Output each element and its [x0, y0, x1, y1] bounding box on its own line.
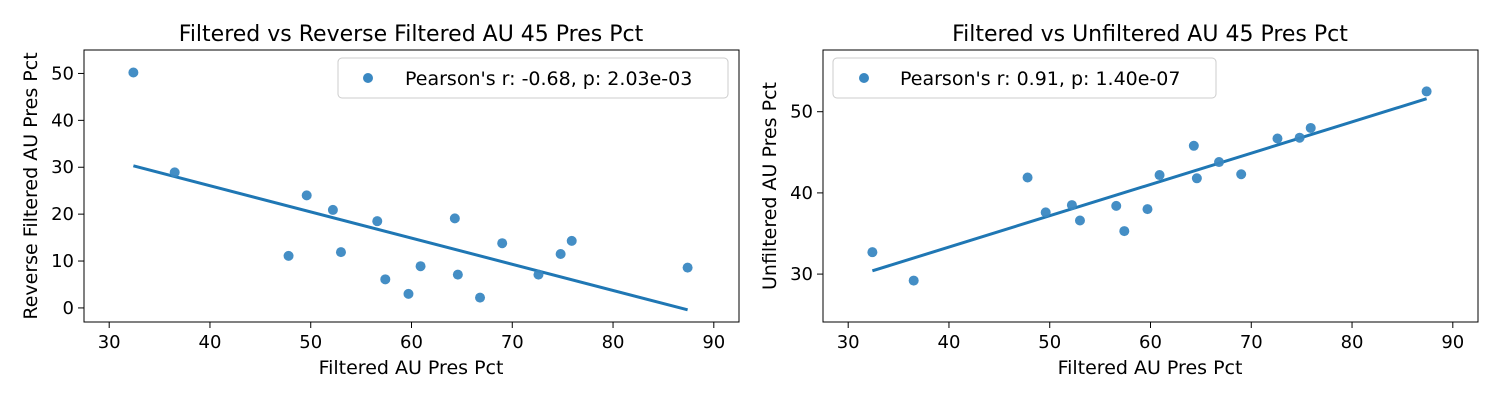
data-point: [327, 204, 338, 215]
data-point: [1214, 157, 1225, 168]
data-point: [1040, 207, 1051, 218]
x-axis-ticks: 30 40 50 60 70 80 90: [837, 322, 1464, 353]
data-point: [1191, 173, 1202, 184]
x-tick-label: 40: [199, 332, 222, 353]
legend: Pearson's r: -0.68, p: 2.03e-03: [337, 57, 729, 99]
data-point: [1074, 215, 1085, 226]
data-point: [1305, 122, 1316, 133]
legend-marker-icon: [859, 73, 869, 83]
data-point: [415, 261, 426, 272]
x-tick-label: 30: [837, 332, 860, 353]
data-point: [1272, 133, 1283, 144]
data-point: [682, 262, 693, 273]
data-point: [1119, 226, 1130, 237]
legend-label: Pearson's r: -0.68, p: 2.03e-03: [405, 68, 692, 90]
data-point: [1142, 204, 1153, 215]
legend-label: Pearson's r: 0.91, p: 1.40e-07: [900, 68, 1180, 90]
x-axis-label: Filtered AU Pres Pct: [1058, 357, 1243, 379]
data-point: [380, 274, 391, 285]
data-point: [169, 167, 180, 178]
y-tick-label: 50: [51, 63, 74, 84]
legend-box: [337, 57, 729, 99]
y-axis-ticks: 30 40 50: [790, 102, 823, 285]
x-tick-label: 90: [702, 332, 725, 353]
data-point: [128, 67, 139, 78]
y-tick-label: 50: [790, 102, 813, 123]
x-tick-label: 70: [501, 332, 524, 353]
data-point: [452, 269, 463, 280]
regression-line: [871, 97, 1428, 273]
regression-line: [132, 164, 688, 312]
x-axis-label: Filtered AU Pres Pct: [319, 357, 504, 379]
scatter-plot-unfiltered: Filtered vs Unfiltered AU 45 Pres Pct Fi…: [759, 22, 1479, 379]
y-tick-label: 40: [51, 110, 74, 131]
data-point: [1066, 200, 1077, 211]
x-axis-ticks: 30 40 50 60 70 80 90: [98, 322, 725, 353]
data-point: [1111, 200, 1122, 211]
chart-title: Filtered vs Unfiltered AU 45 Pres Pct: [952, 22, 1348, 47]
legend-marker-icon: [363, 73, 373, 83]
data-points: [128, 67, 693, 303]
x-tick-label: 40: [938, 332, 961, 353]
data-point: [1236, 169, 1247, 180]
y-tick-label: 30: [790, 264, 813, 285]
x-tick-label: 80: [602, 332, 625, 353]
regression-lines: [871, 97, 1428, 273]
data-point: [1294, 132, 1305, 143]
x-tick-label: 70: [1240, 332, 1263, 353]
x-tick-label: 80: [1341, 332, 1364, 353]
data-point: [533, 269, 544, 280]
data-point: [475, 292, 486, 303]
data-point: [283, 250, 294, 261]
x-tick-label: 30: [98, 332, 121, 353]
plot-frame: [83, 49, 740, 323]
regression-lines: [132, 164, 688, 312]
scatter-plot-reverse-filtered: Filtered vs Reverse Filtered AU 45 Pres …: [20, 22, 740, 379]
data-point: [1188, 140, 1199, 151]
y-tick-label: 0: [63, 298, 74, 319]
x-tick-label: 50: [299, 332, 322, 353]
chart-title: Filtered vs Reverse Filtered AU 45 Pres …: [179, 22, 644, 47]
data-point: [867, 247, 878, 258]
data-point: [555, 249, 566, 259]
y-axis-ticks: 0 10 20 30 40 50: [51, 63, 84, 319]
data-point: [1022, 172, 1033, 183]
data-point: [449, 213, 460, 224]
data-point: [1154, 170, 1165, 181]
data-point: [497, 238, 508, 249]
y-tick-label: 40: [790, 183, 813, 204]
x-tick-label: 90: [1441, 332, 1464, 353]
data-point: [403, 288, 414, 299]
data-point: [335, 247, 346, 258]
x-tick-label: 60: [400, 332, 423, 353]
legend-box: [832, 57, 1217, 99]
data-point: [372, 216, 383, 227]
y-tick-label: 30: [51, 157, 74, 178]
plot-frame: [822, 49, 1479, 323]
y-axis-label: Reverse Filtered AU Pres Pct: [20, 52, 42, 319]
data-point: [1421, 86, 1432, 97]
y-tick-label: 20: [51, 204, 74, 225]
legend: Pearson's r: 0.91, p: 1.40e-07: [832, 57, 1217, 99]
data-point: [566, 235, 577, 246]
data-points: [867, 86, 1432, 286]
x-tick-label: 60: [1139, 332, 1162, 353]
y-tick-label: 10: [51, 251, 74, 272]
y-axis-label: Unfiltered AU Pres Pct: [759, 82, 781, 290]
x-tick-label: 50: [1038, 332, 1061, 353]
data-point: [908, 275, 919, 286]
data-point: [301, 190, 312, 201]
